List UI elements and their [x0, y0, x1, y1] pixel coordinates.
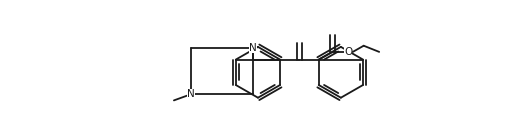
- Text: N: N: [249, 43, 257, 53]
- Text: N: N: [187, 89, 195, 99]
- Text: O: O: [344, 47, 352, 57]
